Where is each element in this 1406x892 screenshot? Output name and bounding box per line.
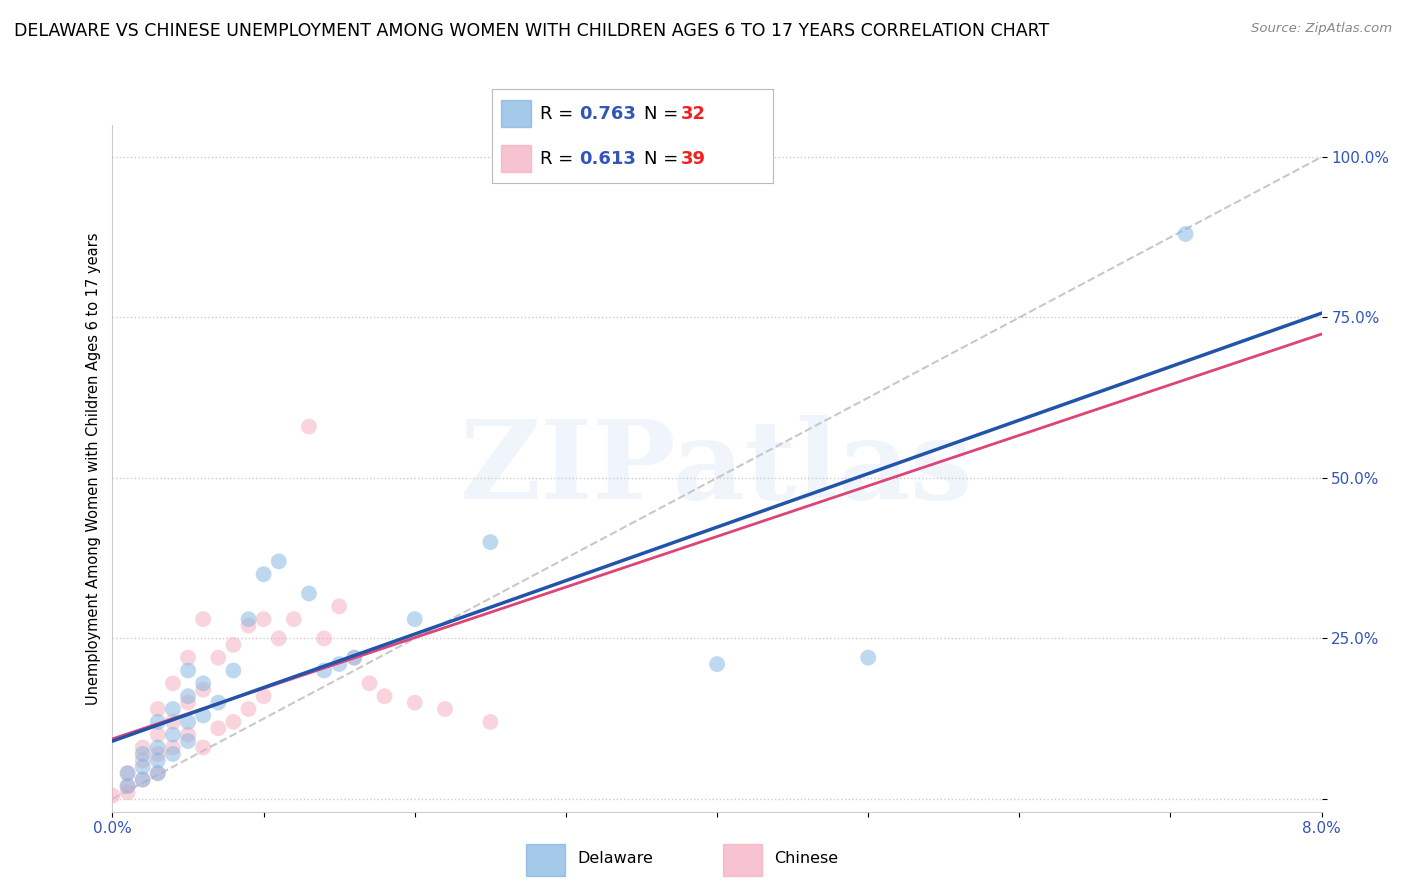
Point xyxy=(132,740,155,755)
Point xyxy=(117,766,139,780)
Point xyxy=(146,753,169,767)
Point xyxy=(253,689,276,703)
FancyBboxPatch shape xyxy=(723,844,762,876)
Point xyxy=(117,779,139,793)
Point xyxy=(328,657,350,671)
Point xyxy=(207,721,229,735)
Point xyxy=(177,728,200,742)
Point xyxy=(146,714,169,729)
Point xyxy=(132,772,155,787)
FancyBboxPatch shape xyxy=(526,844,565,876)
FancyBboxPatch shape xyxy=(501,101,531,127)
Text: Source: ZipAtlas.com: Source: ZipAtlas.com xyxy=(1251,22,1392,36)
Point xyxy=(146,702,169,716)
Point xyxy=(177,689,200,703)
Point xyxy=(207,696,229,710)
Point xyxy=(191,676,215,690)
Point xyxy=(373,689,396,703)
Point xyxy=(238,612,260,626)
Point xyxy=(191,612,215,626)
Point xyxy=(146,766,169,780)
Point xyxy=(207,650,229,665)
Point xyxy=(283,612,305,626)
Text: 32: 32 xyxy=(681,104,706,122)
Point xyxy=(404,696,426,710)
Point xyxy=(132,760,155,774)
Point xyxy=(132,772,155,787)
Point xyxy=(146,766,169,780)
Point xyxy=(222,638,245,652)
Point xyxy=(146,728,169,742)
Point xyxy=(267,554,290,568)
Point xyxy=(177,696,200,710)
Point xyxy=(253,567,276,582)
Point xyxy=(177,714,200,729)
Point xyxy=(706,657,728,671)
Point xyxy=(177,664,200,678)
Text: ZIPatlas: ZIPatlas xyxy=(460,415,974,522)
Point xyxy=(479,535,502,549)
Point xyxy=(177,734,200,748)
Point xyxy=(191,708,215,723)
Point xyxy=(177,650,200,665)
Y-axis label: Unemployment Among Women with Children Ages 6 to 17 years: Unemployment Among Women with Children A… xyxy=(86,232,101,705)
Point xyxy=(298,586,321,600)
Point xyxy=(433,702,456,716)
Point xyxy=(117,785,139,799)
Point xyxy=(343,650,366,665)
Text: 39: 39 xyxy=(681,150,706,168)
Point xyxy=(222,714,245,729)
Text: N =: N = xyxy=(644,104,683,122)
Point xyxy=(146,740,169,755)
Point xyxy=(162,714,184,729)
Point xyxy=(238,702,260,716)
Text: Delaware: Delaware xyxy=(576,851,652,866)
Text: 0.763: 0.763 xyxy=(579,104,636,122)
Point xyxy=(404,612,426,626)
Point xyxy=(343,650,366,665)
Point xyxy=(1174,227,1197,241)
Text: R =: R = xyxy=(540,104,579,122)
Point xyxy=(101,789,124,803)
Point xyxy=(479,714,502,729)
Point xyxy=(238,618,260,632)
Point xyxy=(146,747,169,761)
Point xyxy=(359,676,381,690)
Point xyxy=(253,612,276,626)
Point xyxy=(162,702,184,716)
Point xyxy=(312,664,335,678)
Point xyxy=(191,682,215,697)
Point xyxy=(328,599,350,614)
Point xyxy=(162,728,184,742)
Point xyxy=(162,740,184,755)
Point xyxy=(117,766,139,780)
Point xyxy=(856,650,880,665)
Point xyxy=(132,753,155,767)
Point xyxy=(267,632,290,646)
Point xyxy=(222,664,245,678)
Point xyxy=(298,419,321,434)
Text: N =: N = xyxy=(644,150,683,168)
Point xyxy=(312,632,335,646)
Text: Chinese: Chinese xyxy=(773,851,838,866)
Point xyxy=(162,676,184,690)
Text: DELAWARE VS CHINESE UNEMPLOYMENT AMONG WOMEN WITH CHILDREN AGES 6 TO 17 YEARS CO: DELAWARE VS CHINESE UNEMPLOYMENT AMONG W… xyxy=(14,22,1049,40)
Point xyxy=(162,747,184,761)
Text: R =: R = xyxy=(540,150,579,168)
FancyBboxPatch shape xyxy=(501,145,531,171)
Point xyxy=(117,779,139,793)
Point xyxy=(132,747,155,761)
Point xyxy=(191,740,215,755)
Text: 0.613: 0.613 xyxy=(579,150,636,168)
